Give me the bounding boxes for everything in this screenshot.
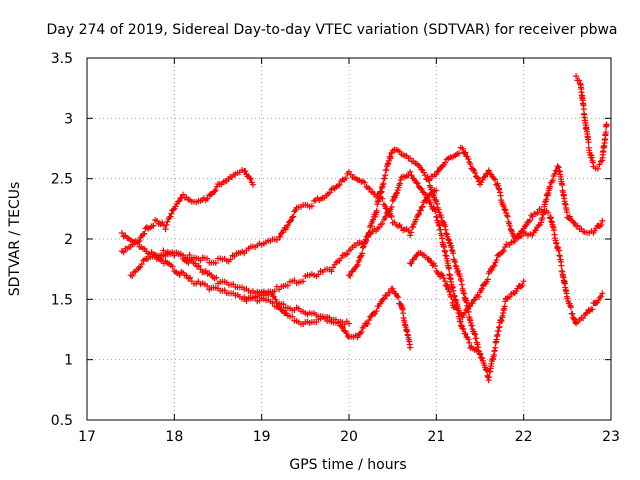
grid bbox=[87, 58, 611, 420]
x-tick-label: 22 bbox=[515, 429, 533, 445]
x-tick-label: 17 bbox=[78, 429, 96, 445]
y-tick-label: 1.5 bbox=[51, 292, 73, 308]
y-tick-label: 1 bbox=[64, 353, 73, 369]
x-tick-label: 23 bbox=[602, 429, 620, 445]
y-tick-label: 0.5 bbox=[51, 413, 73, 429]
x-tick-label: 21 bbox=[427, 429, 445, 445]
series-arc-9 bbox=[573, 73, 610, 172]
plus-markers bbox=[407, 206, 606, 327]
plus-markers bbox=[424, 144, 606, 241]
x-tick-label: 18 bbox=[165, 429, 183, 445]
chart-title: Day 274 of 2019, Sidereal Day-to-day VTE… bbox=[46, 22, 617, 38]
series-arc-7 bbox=[407, 206, 606, 327]
series-arc-8 bbox=[424, 144, 606, 241]
y-tick-label: 3.5 bbox=[51, 51, 73, 67]
y-axis-label: SDTVAR / TECUs bbox=[7, 182, 23, 297]
x-axis-label: GPS time / hours bbox=[289, 457, 406, 473]
axis-ticks bbox=[86, 57, 612, 421]
plus-markers bbox=[573, 73, 610, 172]
y-tick-label: 2 bbox=[64, 232, 73, 248]
plus-markers bbox=[346, 146, 527, 384]
x-tick-label: 19 bbox=[253, 429, 271, 445]
series-arc-6 bbox=[346, 146, 527, 384]
x-tick-label: 20 bbox=[340, 429, 358, 445]
data-points bbox=[118, 73, 610, 384]
tick-labels: 17 18 19 20 21 22 23 0.5 1 1.5 2 2.5 3 3.5 bbox=[51, 51, 620, 445]
y-tick-label: 2.5 bbox=[51, 172, 73, 188]
y-tick-label: 3 bbox=[64, 111, 73, 127]
